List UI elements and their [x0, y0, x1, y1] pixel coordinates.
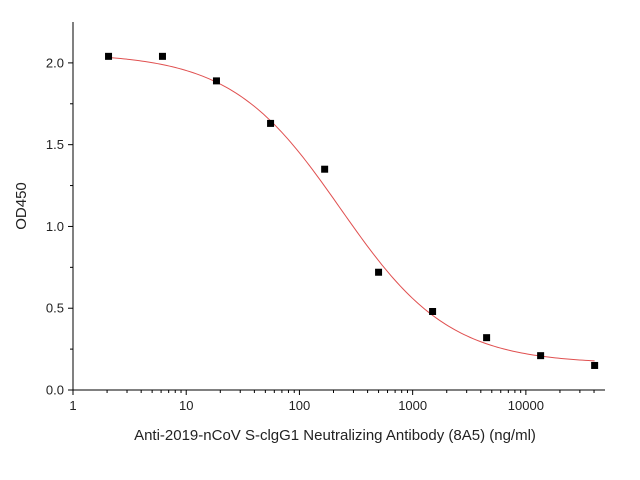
y-tick-label: 1.0	[46, 219, 64, 234]
y-ticks: 0.0 0.5 1.0 1.5 2.0	[46, 55, 73, 398]
data-point	[105, 52, 113, 60]
y-tick-label: 0.5	[46, 301, 64, 316]
x-tick-label: 1	[69, 398, 76, 413]
y-tick-label: 0.0	[46, 383, 64, 398]
data-point	[483, 334, 491, 342]
x-tick-label: 100	[289, 398, 311, 413]
data-point	[537, 352, 545, 360]
data-points	[105, 52, 599, 369]
x-axis-title: Anti-2019-nCoV S-clgG1 Neutralizing Anti…	[134, 427, 536, 444]
data-point	[158, 52, 166, 60]
y-axis-title: OD450	[13, 182, 30, 230]
data-point	[429, 307, 437, 315]
data-point	[375, 268, 383, 276]
y-tick-label: 1.5	[46, 137, 64, 152]
y-tick-label: 2.0	[46, 55, 64, 70]
x-tick-label: 1000	[398, 398, 427, 413]
data-point	[591, 361, 599, 369]
axes	[72, 22, 605, 391]
data-point	[212, 77, 220, 85]
data-point	[321, 165, 329, 173]
x-tick-label: 10000	[508, 398, 544, 413]
x-ticks: 1 10 100 1000 10000	[69, 390, 595, 413]
data-point	[267, 119, 275, 127]
fit-curve	[108, 56, 595, 362]
x-tick-label: 10	[179, 398, 193, 413]
